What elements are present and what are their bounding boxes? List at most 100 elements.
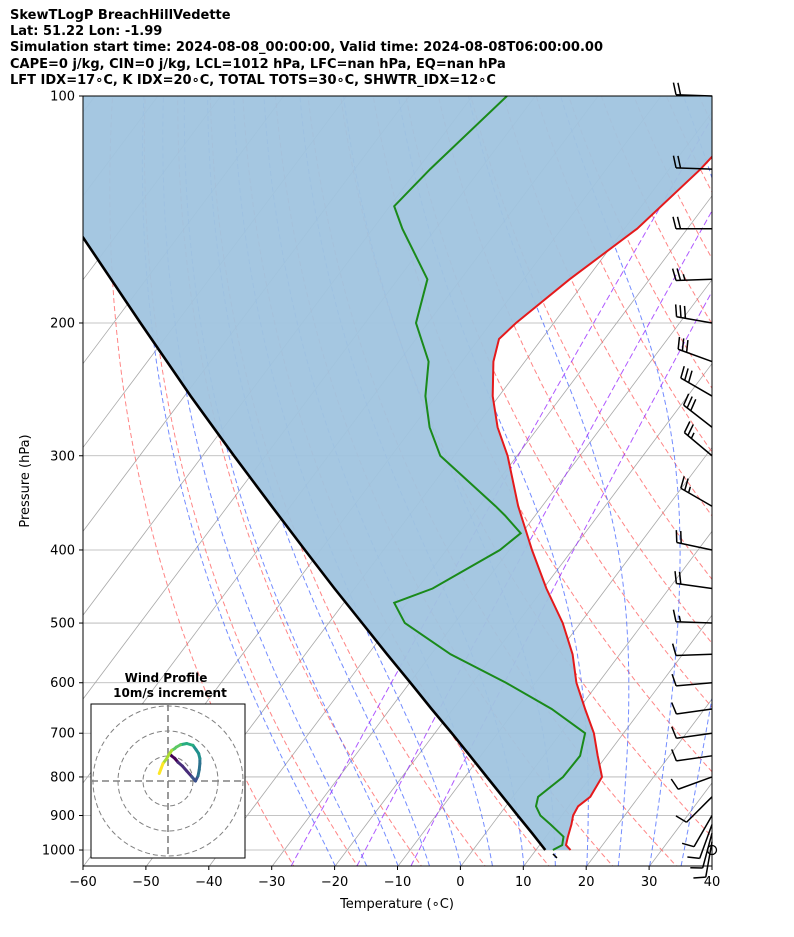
barb-flag xyxy=(671,726,678,739)
barb-shaft xyxy=(677,776,713,790)
barb-half-flag xyxy=(678,615,682,623)
chart-header: SkewTLogP BreachHillVedette Lat: 51.22 L… xyxy=(10,8,603,89)
x-tick-label: 30 xyxy=(641,875,658,890)
barb-shaft xyxy=(676,732,713,739)
wind-barb xyxy=(674,571,713,590)
barb-half-flag xyxy=(682,274,686,281)
x-tick-label: 40 xyxy=(704,875,721,890)
moist-adiabat xyxy=(141,96,336,866)
wind-barb xyxy=(675,796,713,823)
dry-adiabat xyxy=(726,83,794,869)
x-tick-label: 0 xyxy=(456,875,464,890)
indices-line: LFT IDX=17∘C, K IDX=20∘C, TOTAL TOTS=30∘… xyxy=(10,72,496,88)
location-line: Lat: 51.22 Lon: -1.99 xyxy=(10,24,163,40)
y-tick-label: 500 xyxy=(50,617,75,632)
barb-shaft xyxy=(676,582,713,590)
wind-barb xyxy=(683,421,713,457)
isotherm-line xyxy=(586,698,712,866)
barb-flag xyxy=(675,815,687,823)
barb-shaft xyxy=(683,432,713,457)
barb-flag xyxy=(672,155,677,168)
y-tick-label: 1000 xyxy=(42,844,75,859)
dewpoint-line xyxy=(392,96,587,851)
barb-flag xyxy=(671,749,678,762)
y-axis-ticks: 100 200 300 400 500 600 700 800 900 1000 xyxy=(42,90,83,859)
barb-flag xyxy=(672,609,677,622)
dry-adiabat xyxy=(502,96,712,517)
barb-flag xyxy=(687,856,700,860)
barb-shaft xyxy=(683,404,713,428)
barb-flag xyxy=(671,268,677,281)
moist-adiabat xyxy=(560,96,681,866)
barb-shaft xyxy=(675,653,713,657)
wind-barb xyxy=(706,844,718,856)
wind-barb xyxy=(681,815,713,848)
barb-flag xyxy=(683,421,691,433)
moist-adiabat xyxy=(162,96,368,866)
wind-barb xyxy=(672,216,712,230)
wind-barb xyxy=(670,776,713,790)
y-tick-label: 400 xyxy=(50,543,75,558)
y-axis-label: Pressure (hPa) xyxy=(18,434,33,527)
wind-barb xyxy=(675,530,713,551)
barb-flag xyxy=(672,216,677,229)
barb-shaft xyxy=(676,541,713,551)
wind-barb xyxy=(680,365,713,397)
wind-barb xyxy=(671,749,713,762)
barb-flag xyxy=(687,424,694,436)
wind-profile-inset: Wind Profile 10m/s increment xyxy=(90,671,246,859)
wind-barbs xyxy=(670,82,718,879)
dry-adiabat xyxy=(665,96,712,193)
wind-barb xyxy=(672,155,713,170)
x-tick-label: −10 xyxy=(384,875,411,890)
barb-flag xyxy=(687,370,693,383)
barb-flag xyxy=(686,396,693,409)
wind-barb xyxy=(680,476,713,507)
x-tick-label: 10 xyxy=(515,875,532,890)
dry-adiabat xyxy=(790,83,794,869)
barb-shaft xyxy=(680,377,713,397)
barb-flag xyxy=(685,339,689,353)
x-tick-label: 20 xyxy=(578,875,595,890)
y-tick-label: 100 xyxy=(50,90,75,105)
x-tick-label: −60 xyxy=(69,875,96,890)
barb-shaft xyxy=(686,796,713,823)
barb-shaft xyxy=(698,824,713,859)
barb-shaft xyxy=(677,348,713,363)
barb-flag xyxy=(678,571,682,585)
x-tick-label: −30 xyxy=(258,875,285,890)
barb-flag xyxy=(676,216,682,229)
y-tick-label: 200 xyxy=(50,316,75,331)
inset-title: Wind Profile xyxy=(125,671,208,685)
barb-shaft xyxy=(676,708,713,715)
barb-shaft xyxy=(675,93,713,97)
y-tick-label: 700 xyxy=(50,727,75,742)
barb-flag xyxy=(680,476,685,489)
barb-shaft xyxy=(676,681,713,687)
barb-shaft xyxy=(680,487,713,507)
barb-shaft xyxy=(675,278,713,282)
barb-shaft xyxy=(693,815,713,848)
barb-flag xyxy=(681,842,695,848)
parcel-path xyxy=(83,235,547,851)
moist-adiabat xyxy=(713,79,794,866)
barb-flag xyxy=(674,304,678,317)
calm-circle xyxy=(706,844,718,856)
barb-flag xyxy=(683,478,689,491)
dry-adiabat xyxy=(758,83,794,869)
isotherm-line xyxy=(701,62,794,882)
barb-flag xyxy=(677,336,681,350)
station-title: SkewTLogP BreachHillVedette xyxy=(10,8,231,23)
barb-flag xyxy=(670,778,679,790)
lcl-marker xyxy=(552,853,558,859)
barb-flag xyxy=(677,155,682,169)
moist-adiabat xyxy=(744,79,794,866)
wind-barb xyxy=(677,336,713,363)
barb-shaft xyxy=(676,315,713,324)
x-tick-label: −50 xyxy=(132,875,159,890)
wind-barb xyxy=(674,304,713,324)
wind-barb xyxy=(671,643,713,657)
barb-flag xyxy=(690,399,697,411)
barb-shaft xyxy=(675,167,713,170)
